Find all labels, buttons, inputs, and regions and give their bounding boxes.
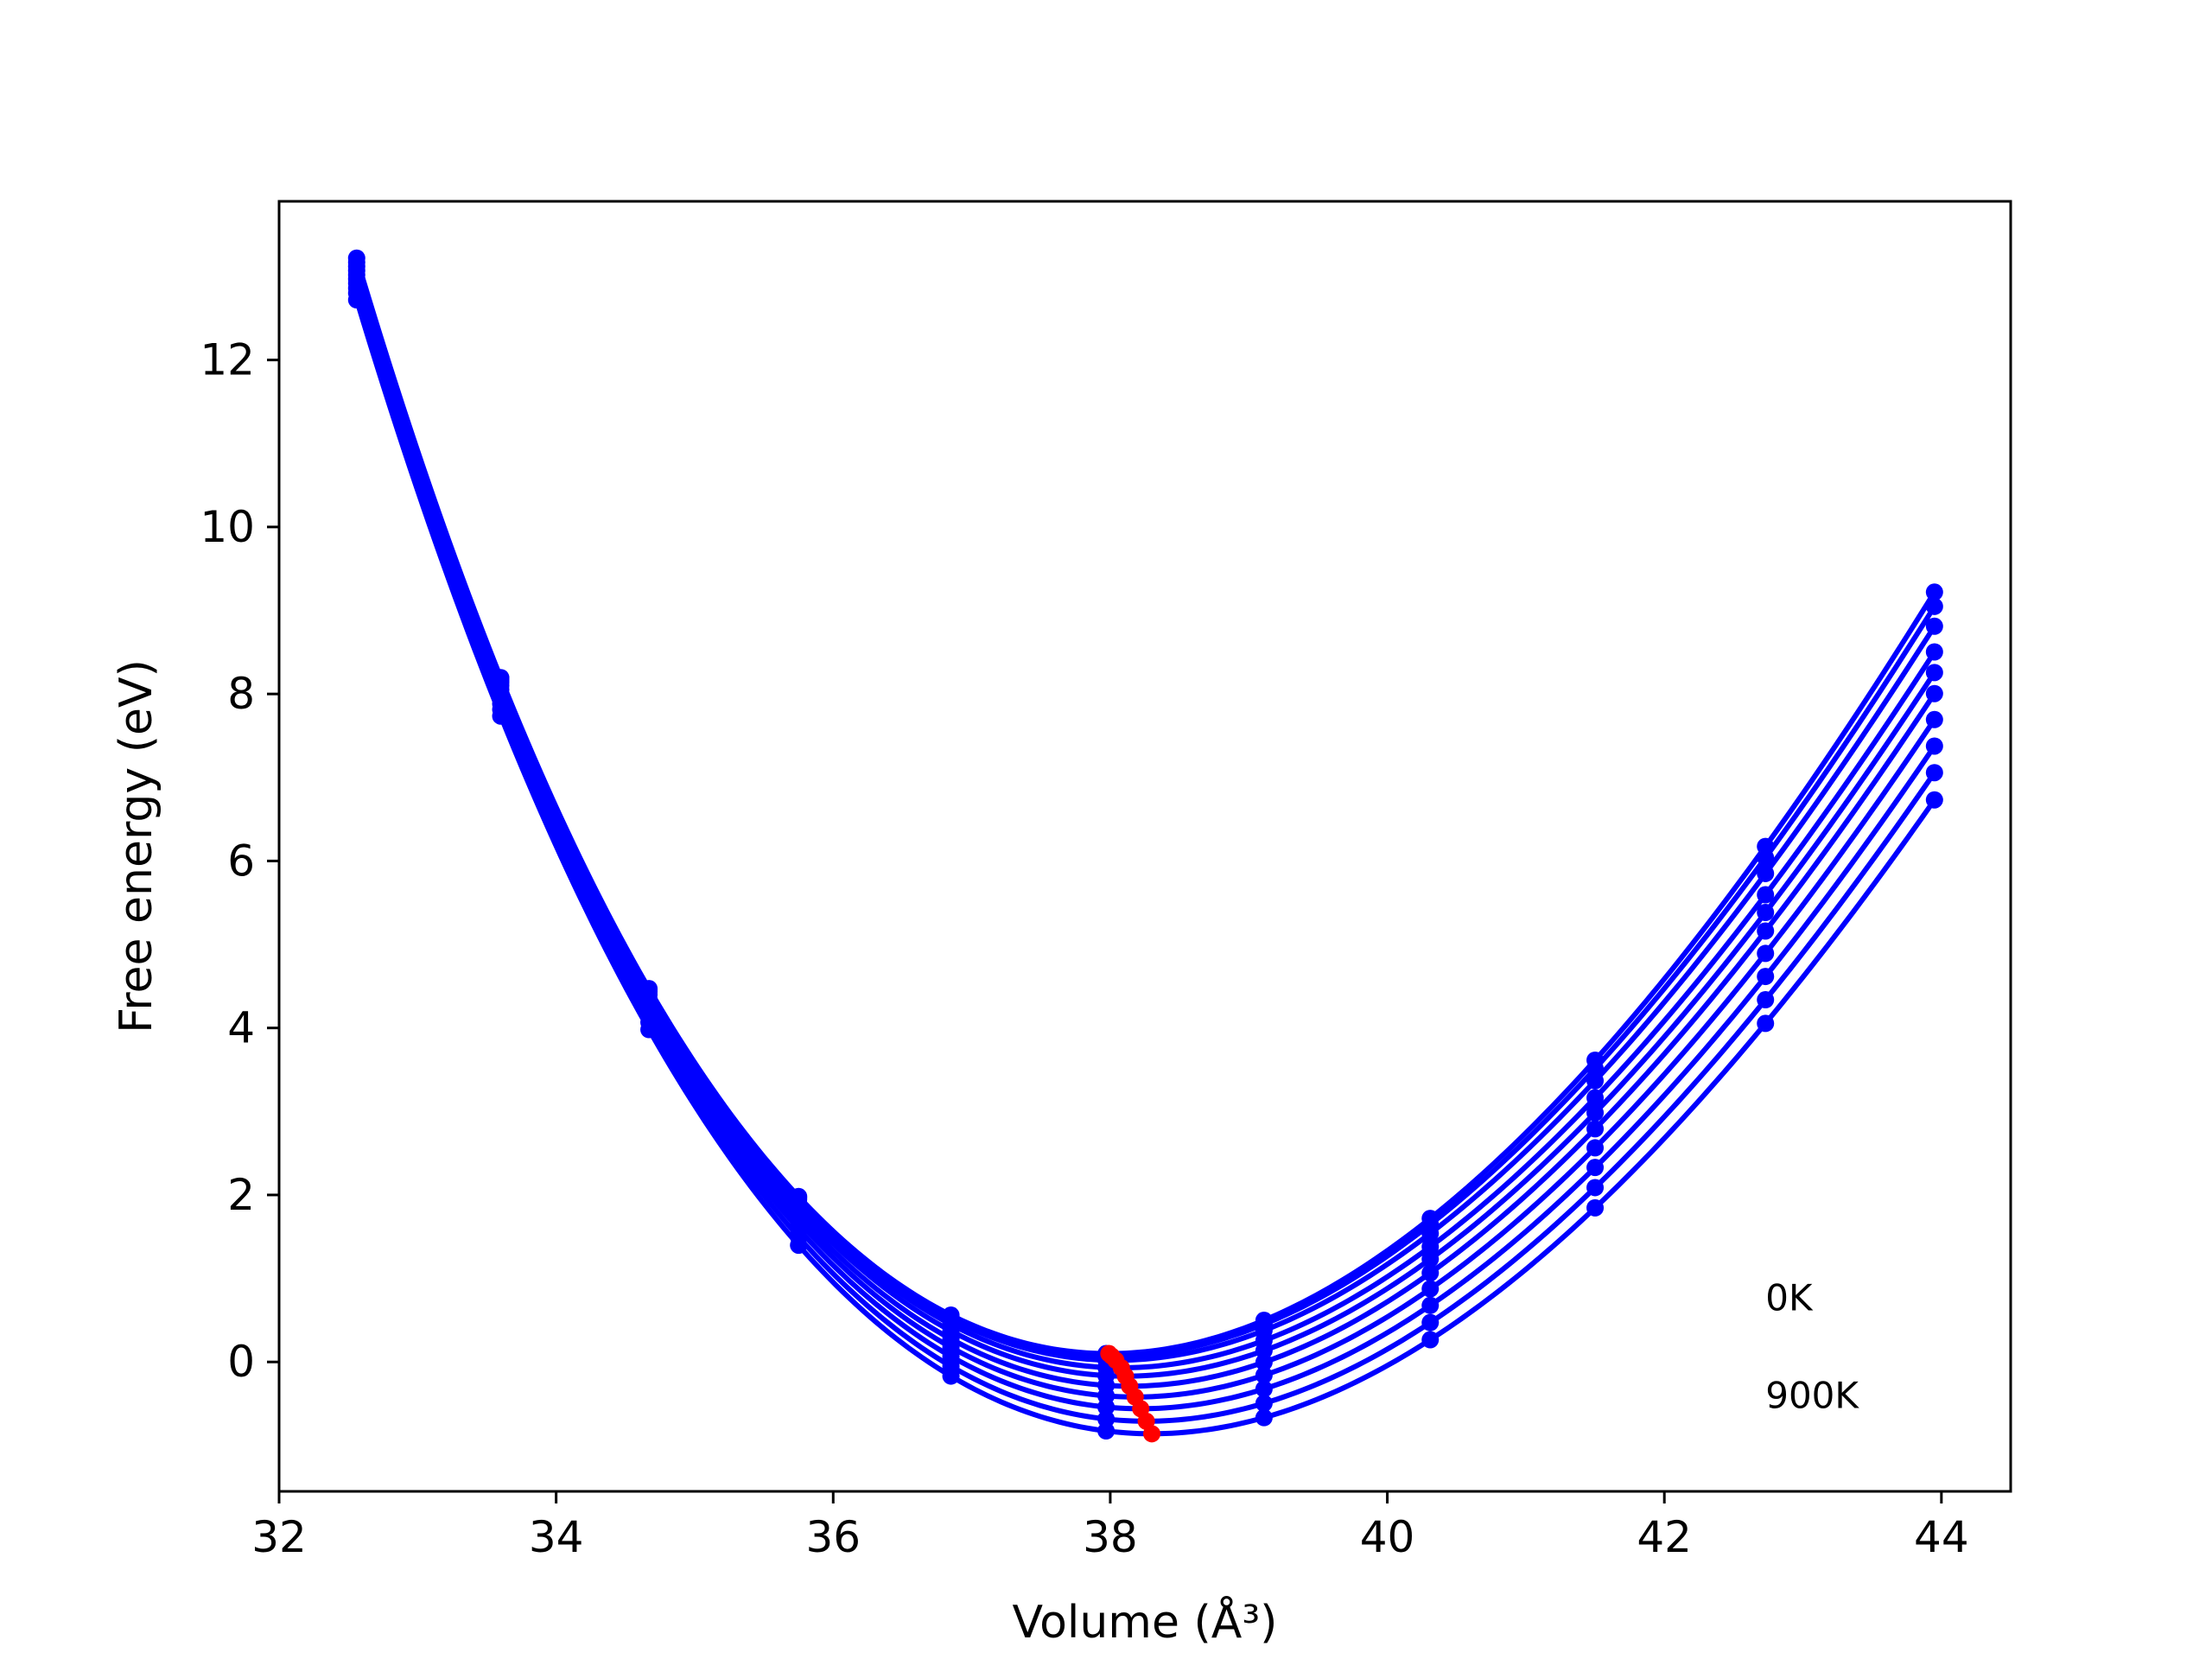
x-tick-label-2: 36 bbox=[805, 1512, 861, 1562]
data-point-500K-6 bbox=[1255, 1353, 1273, 1371]
x-axis: 32 34 36 38 40 42 44 bbox=[251, 1491, 1969, 1562]
data-point-900K-3 bbox=[790, 1236, 808, 1255]
data-point-300K-10 bbox=[1925, 643, 1943, 661]
x-tick-label-4: 40 bbox=[1360, 1512, 1415, 1562]
data-point-700K-8 bbox=[1586, 1159, 1605, 1177]
data-point-800K-6 bbox=[1255, 1395, 1273, 1413]
data-point-400K-8 bbox=[1586, 1103, 1605, 1122]
data-point-400K-10 bbox=[1925, 664, 1943, 682]
data-point-600K-7 bbox=[1421, 1280, 1440, 1298]
data-point-300K-7 bbox=[1421, 1237, 1440, 1255]
data-point-900K-6 bbox=[1255, 1408, 1273, 1427]
data-point-900K-9 bbox=[1757, 1014, 1775, 1033]
data-point-500K-9 bbox=[1757, 922, 1775, 940]
data-point-100K-8 bbox=[1586, 1059, 1605, 1077]
y-tick-label-3: 6 bbox=[227, 836, 255, 886]
data-point-800K-5 bbox=[1097, 1410, 1116, 1428]
y-tick-label-5: 10 bbox=[200, 502, 255, 552]
data-point-900K-7 bbox=[1421, 1331, 1440, 1349]
data-point-200K-10 bbox=[1925, 617, 1943, 635]
y-axis: 0 2 4 6 8 10 12 bbox=[200, 335, 279, 1387]
data-point-900K-0 bbox=[347, 291, 365, 309]
axes-frame bbox=[277, 200, 2012, 1493]
annotation-1: 900K bbox=[1765, 1374, 1859, 1416]
data-point-800K-9 bbox=[1757, 991, 1775, 1009]
data-point-800K-8 bbox=[1586, 1179, 1605, 1197]
y-tick-label-6: 12 bbox=[200, 335, 255, 385]
x-tick-label-5: 42 bbox=[1637, 1512, 1692, 1562]
x-tick-label-3: 38 bbox=[1083, 1512, 1138, 1562]
data-point-800K-7 bbox=[1421, 1313, 1440, 1332]
annotations-layer: 0K 900K bbox=[1765, 1276, 1859, 1416]
data-point-200K-9 bbox=[1757, 864, 1775, 882]
data-point-700K-9 bbox=[1757, 968, 1775, 986]
data-point-900K-5 bbox=[1097, 1422, 1116, 1440]
x-axis-label: Volume (Å³) bbox=[1013, 1595, 1278, 1649]
data-point-900K-4 bbox=[942, 1367, 960, 1385]
y-tick-label-1: 2 bbox=[227, 1170, 255, 1220]
data-point-700K-5 bbox=[1097, 1398, 1116, 1416]
data-point-200K-7 bbox=[1421, 1224, 1440, 1243]
data-point-600K-10 bbox=[1925, 710, 1943, 728]
data-point-600K-9 bbox=[1757, 944, 1775, 963]
data-point-600K-8 bbox=[1586, 1139, 1605, 1157]
data-point-400K-9 bbox=[1757, 904, 1775, 922]
y-axis-label: Free energy (eV) bbox=[111, 659, 162, 1033]
data-point-200K-8 bbox=[1586, 1071, 1605, 1090]
plot-area: 0K 900K bbox=[277, 200, 2012, 1493]
data-point-500K-7 bbox=[1421, 1264, 1440, 1282]
minima-layer bbox=[1100, 1344, 1161, 1443]
data-point-0K-10 bbox=[1925, 583, 1943, 601]
data-point-900K-8 bbox=[1586, 1198, 1605, 1217]
x-tick-label-6: 44 bbox=[1914, 1512, 1969, 1562]
data-point-500K-10 bbox=[1925, 684, 1943, 702]
data-point-700K-6 bbox=[1255, 1380, 1273, 1398]
x-tick-label-1: 34 bbox=[529, 1512, 584, 1562]
data-point-600K-6 bbox=[1255, 1366, 1273, 1384]
data-point-100K-9 bbox=[1757, 849, 1775, 867]
data-point-900K-2 bbox=[640, 1020, 658, 1039]
data-point-700K-10 bbox=[1925, 737, 1943, 755]
minima-line bbox=[1106, 1351, 1155, 1435]
x-tick-label-0: 32 bbox=[251, 1512, 307, 1562]
y-tick-label-2: 4 bbox=[227, 1003, 255, 1053]
data-point-900K-10 bbox=[1925, 791, 1943, 809]
y-tick-label-4: 8 bbox=[227, 669, 255, 719]
data-point-300K-8 bbox=[1586, 1089, 1605, 1107]
data-point-300K-9 bbox=[1757, 886, 1775, 904]
y-tick-label-0: 0 bbox=[227, 1337, 255, 1387]
series-line-600K bbox=[353, 280, 1937, 1400]
data-point-900K-1 bbox=[492, 707, 510, 725]
data-point-800K-10 bbox=[1925, 764, 1943, 782]
data-point-400K-7 bbox=[1421, 1250, 1440, 1268]
data-point-500K-8 bbox=[1586, 1120, 1605, 1138]
data-point-700K-7 bbox=[1421, 1296, 1440, 1314]
data-point-100K-10 bbox=[1925, 597, 1943, 615]
annotation-0: 0K bbox=[1765, 1276, 1814, 1319]
